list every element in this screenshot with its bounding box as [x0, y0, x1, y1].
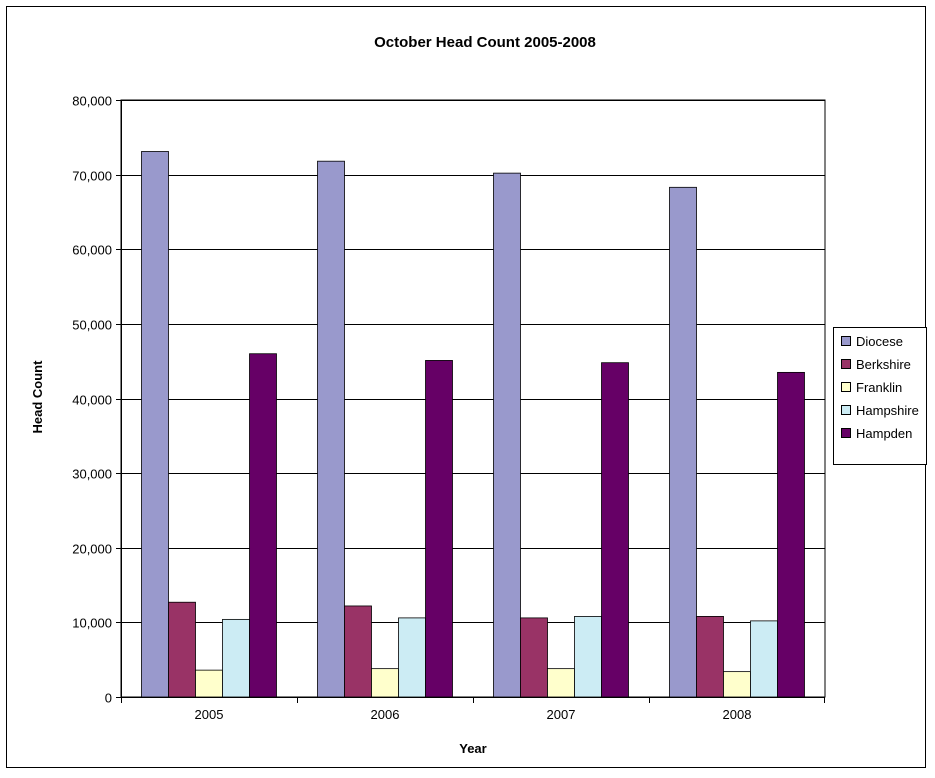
bar-diocese-2008	[669, 186, 697, 698]
bar-berkshire-2007	[520, 617, 548, 698]
x-tick-label: 2005	[195, 707, 224, 722]
legend-swatch-diocese	[841, 336, 851, 346]
x-tick-label: 2008	[723, 707, 752, 722]
legend-label-diocese: Diocese	[856, 334, 903, 349]
legend-label-franklin: Franklin	[856, 380, 902, 395]
legend-swatch-hampden	[841, 428, 851, 438]
legend-swatch-hampshire	[841, 405, 851, 415]
y-tick-label: 60,000	[72, 243, 112, 258]
bar-berkshire-2005	[168, 601, 196, 698]
bar-hampden-2007	[601, 362, 629, 698]
x-tick-labels: 2005 2006 2007 2008	[195, 707, 752, 722]
bar-hampshire-2007	[574, 616, 602, 698]
y-tick-label: 10,000	[72, 616, 112, 631]
legend-swatch-franklin	[841, 382, 851, 392]
bar-franklin-2006	[371, 668, 399, 698]
y-tick-label: 80,000	[72, 94, 112, 109]
x-tick-label: 2006	[371, 707, 400, 722]
bar-hampden-2005	[249, 353, 277, 698]
y-tick-label: 30,000	[72, 467, 112, 482]
bar-hampden-2008	[777, 371, 805, 698]
axes	[116, 100, 825, 703]
y-tick-label: 20,000	[72, 542, 112, 557]
y-tick-label: 40,000	[72, 393, 112, 408]
legend-box	[833, 327, 927, 465]
x-axis-title: Year	[459, 741, 486, 756]
plot-area	[120, 99, 826, 698]
bar-hampshire-2006	[398, 617, 426, 698]
bar-berkshire-2008	[696, 616, 724, 698]
legend: Diocese Berkshire Franklin Hampshire Hampden	[833, 327, 927, 465]
bar-hampshire-2008	[750, 620, 778, 698]
chart-title: October Head Count 2005-2008	[374, 34, 596, 51]
y-tick-label: 0	[105, 691, 112, 706]
legend-label-hampshire: Hampshire	[856, 403, 919, 418]
y-axis-title: Head Count	[30, 360, 45, 434]
legend-label-berkshire: Berkshire	[856, 357, 911, 372]
x-tick-label: 2007	[547, 707, 576, 722]
bar-hampden-2006	[425, 360, 453, 698]
bar-franklin-2005	[195, 669, 223, 698]
y-tick-label: 70,000	[72, 169, 112, 184]
bars	[141, 151, 805, 698]
bar-franklin-2008	[723, 671, 751, 698]
bar-franklin-2007	[547, 668, 575, 698]
legend-swatch-berkshire	[841, 359, 851, 369]
bar-diocese-2005	[141, 151, 169, 698]
bar-diocese-2007	[493, 172, 521, 698]
bar-hampshire-2005	[222, 618, 250, 698]
legend-label-hampden: Hampden	[856, 426, 912, 441]
bar-diocese-2006	[317, 160, 345, 698]
y-tick-labels: 0 10,000 20,000 30,000 40,000 50,000 60,000 70,…	[72, 94, 112, 706]
y-tick-label: 50,000	[72, 318, 112, 333]
gridlines	[120, 99, 826, 698]
bar-berkshire-2006	[344, 605, 372, 698]
